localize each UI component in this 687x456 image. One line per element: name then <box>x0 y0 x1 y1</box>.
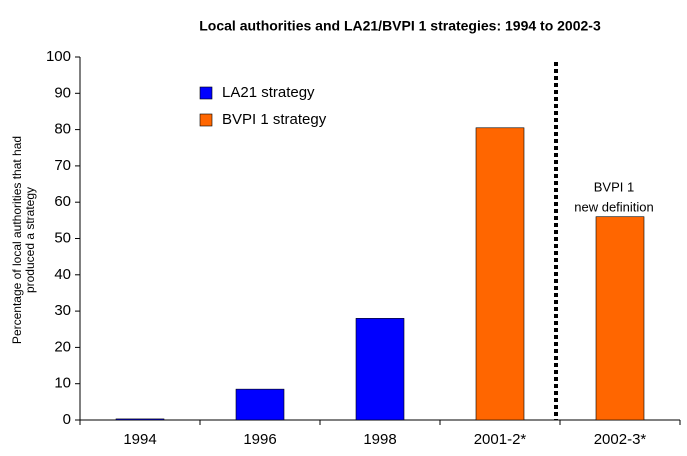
x-tick-label: 2001-2* <box>474 431 527 448</box>
y-tick-label: 20 <box>54 338 71 355</box>
y-tick-label: 60 <box>54 193 71 210</box>
y-axis-label-line: Percentage of local authorities that had <box>10 136 24 344</box>
y-tick-label: 0 <box>63 411 71 428</box>
y-tick-label: 70 <box>54 157 71 174</box>
y-tick-label: 100 <box>46 48 71 65</box>
x-tick-label: 2002-3* <box>594 431 647 448</box>
chart-title: Local authorities and LA21/BVPI 1 strate… <box>199 18 601 34</box>
y-tick-label: 90 <box>54 84 71 101</box>
y-axis-label: Percentage of local authorities that had… <box>10 136 37 344</box>
bar <box>475 127 525 421</box>
x-tick-label: 1998 <box>363 431 396 448</box>
y-tick-label: 80 <box>54 121 71 138</box>
y-tick-label: 50 <box>54 229 71 246</box>
y-tick-label: 10 <box>54 375 71 392</box>
bar <box>115 418 165 421</box>
bar <box>595 216 645 421</box>
legend-label: BVPI 1 strategy <box>222 111 327 128</box>
legend-label: LA21 strategy <box>222 84 315 101</box>
annotation: BVPI 1 <box>594 179 634 194</box>
annotation: new definition <box>574 199 654 214</box>
y-tick-label: 40 <box>54 266 71 283</box>
bar <box>355 318 405 421</box>
x-tick-label: 1994 <box>123 431 156 448</box>
legend-swatch <box>199 113 213 127</box>
y-tick-label: 30 <box>54 302 71 319</box>
y-axis-label-line: produced a strategy <box>23 187 37 293</box>
bar <box>235 388 285 421</box>
legend-swatch <box>199 86 213 100</box>
x-tick-label: 1996 <box>243 431 276 448</box>
